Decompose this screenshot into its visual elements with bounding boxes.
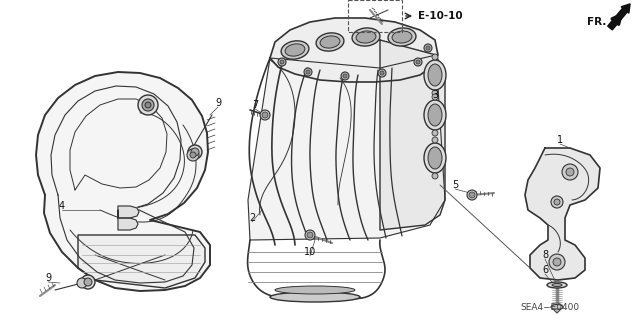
Text: 9: 9 [45, 273, 51, 283]
Polygon shape [525, 148, 600, 280]
Circle shape [188, 145, 202, 159]
Circle shape [84, 278, 92, 286]
Circle shape [432, 173, 438, 179]
Text: 3: 3 [432, 90, 438, 100]
Circle shape [432, 130, 438, 136]
Ellipse shape [424, 100, 446, 130]
Text: 7: 7 [252, 100, 258, 110]
Circle shape [432, 90, 438, 96]
Text: FR.: FR. [587, 17, 606, 27]
Circle shape [81, 275, 95, 289]
Circle shape [262, 112, 268, 118]
Circle shape [305, 230, 315, 240]
Circle shape [380, 71, 384, 75]
Text: 2: 2 [249, 213, 255, 223]
Circle shape [77, 278, 87, 288]
Text: 1: 1 [557, 135, 563, 145]
Circle shape [416, 60, 420, 64]
Ellipse shape [356, 31, 376, 43]
Polygon shape [248, 55, 445, 240]
Polygon shape [380, 40, 445, 230]
Circle shape [304, 68, 312, 76]
Text: 8: 8 [542, 250, 548, 260]
Circle shape [142, 99, 154, 111]
Circle shape [307, 232, 313, 238]
Ellipse shape [551, 305, 563, 309]
Ellipse shape [275, 286, 355, 294]
Text: 5: 5 [452, 180, 458, 190]
Circle shape [432, 137, 438, 143]
Ellipse shape [428, 64, 442, 86]
Text: E-10-10: E-10-10 [418, 11, 463, 21]
Ellipse shape [285, 44, 305, 56]
Ellipse shape [316, 33, 344, 51]
Polygon shape [78, 235, 205, 288]
Ellipse shape [424, 60, 446, 90]
Ellipse shape [388, 28, 416, 46]
Ellipse shape [270, 292, 360, 302]
Circle shape [562, 164, 578, 180]
Ellipse shape [552, 284, 562, 286]
Ellipse shape [547, 282, 567, 288]
Ellipse shape [320, 36, 340, 48]
Ellipse shape [392, 31, 412, 43]
Polygon shape [270, 18, 438, 82]
Circle shape [553, 258, 561, 266]
Ellipse shape [428, 104, 442, 126]
Circle shape [467, 190, 477, 200]
Text: SEA4−E0400: SEA4−E0400 [520, 303, 579, 313]
Circle shape [378, 69, 386, 77]
Circle shape [343, 74, 347, 78]
Circle shape [549, 254, 565, 270]
Circle shape [187, 149, 199, 161]
Text: 9: 9 [215, 98, 221, 108]
Ellipse shape [424, 143, 446, 173]
Circle shape [138, 95, 158, 115]
Text: 4: 4 [59, 201, 65, 211]
Ellipse shape [428, 147, 442, 169]
Ellipse shape [352, 28, 380, 46]
Circle shape [469, 192, 475, 198]
Circle shape [190, 152, 196, 158]
Text: 6: 6 [542, 265, 548, 275]
Polygon shape [118, 210, 138, 230]
Circle shape [414, 58, 422, 66]
Circle shape [191, 148, 199, 156]
Circle shape [566, 168, 574, 176]
Circle shape [432, 54, 438, 60]
Circle shape [554, 199, 560, 205]
FancyArrow shape [608, 4, 630, 30]
Circle shape [278, 58, 286, 66]
Circle shape [432, 94, 438, 100]
Polygon shape [553, 309, 561, 313]
Circle shape [341, 72, 349, 80]
Text: 10: 10 [304, 247, 316, 257]
Circle shape [280, 60, 284, 64]
Circle shape [145, 102, 151, 108]
Polygon shape [118, 206, 139, 218]
Circle shape [426, 46, 430, 50]
Polygon shape [36, 72, 210, 291]
Circle shape [260, 110, 270, 120]
Circle shape [551, 196, 563, 208]
Circle shape [424, 44, 432, 52]
Circle shape [306, 70, 310, 74]
Ellipse shape [281, 41, 309, 59]
